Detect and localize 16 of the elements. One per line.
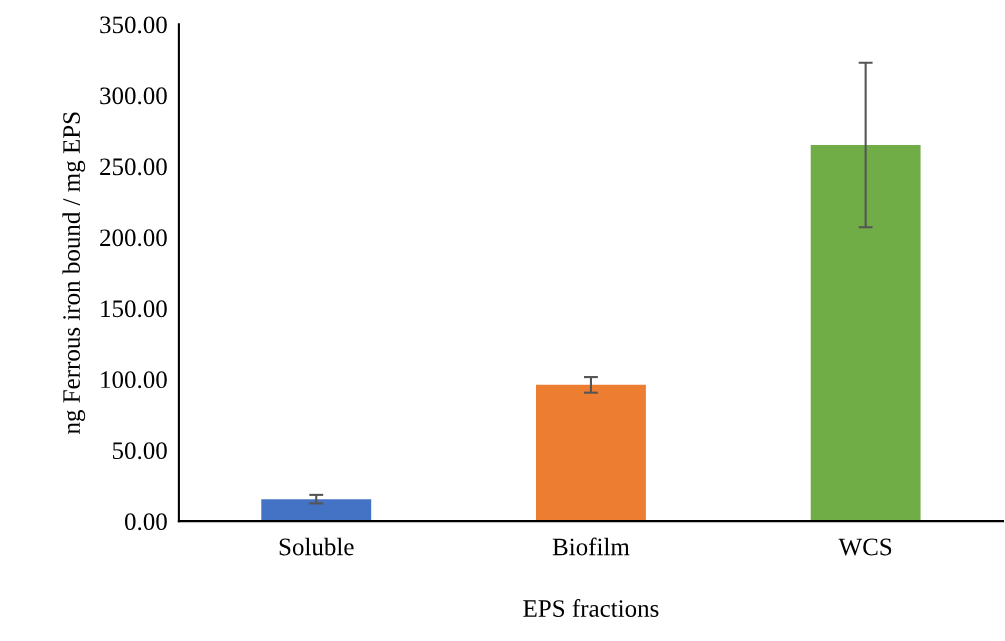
y-tick-label: 350.00: [100, 16, 167, 34]
y-tick-label: 300.00: [100, 87, 167, 105]
y-axis-title: ng Ferrous iron bound / mg EPS: [62, 112, 86, 434]
y-tick-label: 0.00: [124, 513, 167, 531]
y-tick-label: 50.00: [112, 442, 167, 460]
x-axis-title: EPS fractions: [523, 599, 659, 617]
x-tick-label: WCS: [838, 538, 892, 556]
y-tick-label: 200.00: [100, 229, 167, 247]
y-tick-label: 150.00: [101, 300, 167, 318]
x-tick-label: Soluble: [279, 537, 354, 556]
bar: [261, 499, 372, 522]
bar: [536, 384, 646, 522]
bar: [810, 145, 921, 522]
y-tick-label: 100.00: [101, 371, 167, 389]
y-tick-label: 250.00: [100, 158, 167, 176]
x-tick-label: Biofilm: [552, 537, 630, 556]
